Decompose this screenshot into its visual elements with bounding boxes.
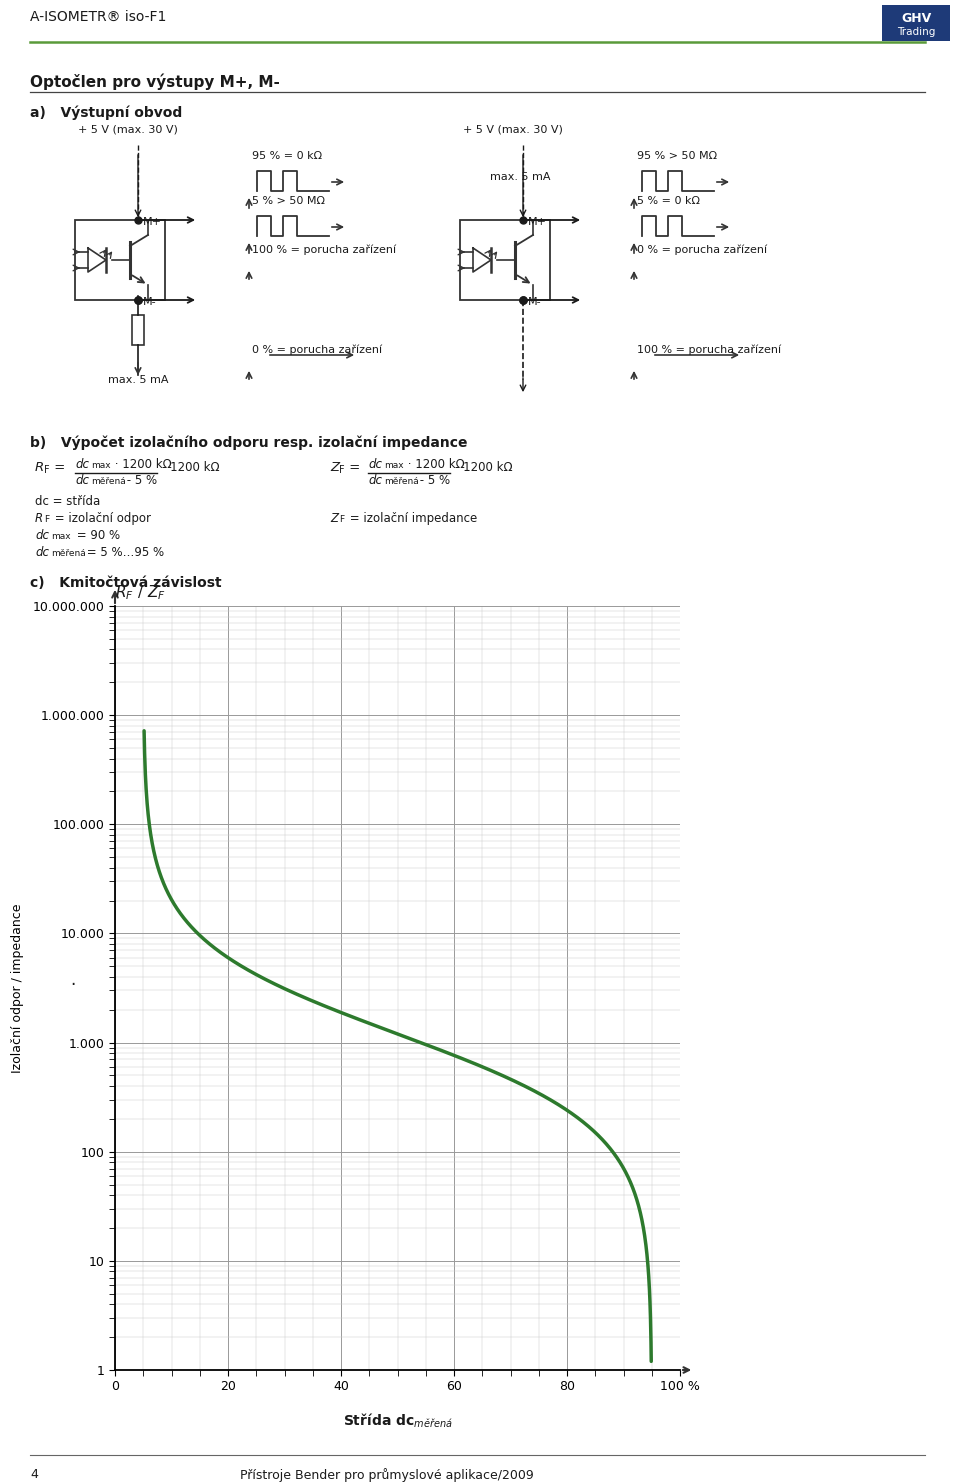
Text: =: = xyxy=(50,461,65,474)
Text: měřená: měřená xyxy=(51,548,85,559)
Text: Z: Z xyxy=(330,511,338,525)
Text: 0 % = porucha zařízení: 0 % = porucha zařízení xyxy=(252,344,382,356)
Text: R: R xyxy=(35,461,44,474)
Text: 0 % = porucha zařízení: 0 % = porucha zařízení xyxy=(637,245,767,255)
Text: 5 % > 50 MΩ: 5 % > 50 MΩ xyxy=(252,196,325,206)
Text: F: F xyxy=(44,516,49,525)
Bar xyxy=(132,316,144,345)
Text: =: = xyxy=(345,461,360,474)
Text: dc: dc xyxy=(75,458,89,471)
Bar xyxy=(882,4,950,41)
Bar xyxy=(460,219,550,299)
Text: - 1200 kΩ: - 1200 kΩ xyxy=(455,461,513,474)
Text: dc: dc xyxy=(35,545,49,559)
Text: max: max xyxy=(91,461,110,470)
Text: 100 % = porucha zařízení: 100 % = porucha zařízení xyxy=(252,245,396,255)
Text: ·: · xyxy=(70,977,75,994)
Text: - 1200 kΩ: - 1200 kΩ xyxy=(162,461,220,474)
Text: dc: dc xyxy=(368,458,382,471)
Text: - 5 %: - 5 % xyxy=(123,474,157,488)
Text: dc: dc xyxy=(35,529,49,542)
Text: 100 % = porucha zařízení: 100 % = porucha zařízení xyxy=(637,344,781,356)
Text: dc: dc xyxy=(368,474,382,488)
Text: max: max xyxy=(384,461,403,470)
Text: 95 % = 0 kΩ: 95 % = 0 kΩ xyxy=(252,151,323,162)
Text: = 90 %: = 90 % xyxy=(73,529,120,542)
Bar xyxy=(75,219,165,299)
Text: b)   Výpočet izolačního odporu resp. izolační impedance: b) Výpočet izolačního odporu resp. izola… xyxy=(30,436,468,449)
Text: · 1200 kΩ: · 1200 kΩ xyxy=(111,458,172,471)
Text: Optočlen pro výstupy M+, M-: Optočlen pro výstupy M+, M- xyxy=(30,73,280,89)
Text: M-: M- xyxy=(528,296,541,307)
Y-axis label: Izolační odpor / impedance: Izolační odpor / impedance xyxy=(12,903,24,1073)
Text: dc = střída: dc = střída xyxy=(35,495,100,508)
Text: Z: Z xyxy=(330,461,339,474)
Text: 4: 4 xyxy=(30,1469,37,1481)
Text: Přístroje Bender pro průmyslové aplikace/2009: Přístroje Bender pro průmyslové aplikace… xyxy=(240,1469,534,1482)
Text: a)   Výstupní obvod: a) Výstupní obvod xyxy=(30,107,182,120)
Text: F: F xyxy=(339,516,344,525)
Text: Trading: Trading xyxy=(897,27,935,37)
Text: · 1200 kΩ: · 1200 kΩ xyxy=(404,458,465,471)
Text: $R_F\ /\ Z_F$: $R_F\ /\ Z_F$ xyxy=(115,584,166,602)
Text: A-ISOMETR® iso-F1: A-ISOMETR® iso-F1 xyxy=(30,10,166,24)
Text: GHV: GHV xyxy=(900,12,931,25)
Text: 5 % = 0 kΩ: 5 % = 0 kΩ xyxy=(637,196,700,206)
Text: + 5 V (max. 30 V): + 5 V (max. 30 V) xyxy=(463,124,563,135)
Text: - 5 %: - 5 % xyxy=(416,474,450,488)
Text: c)   Kmitočtová závislost: c) Kmitočtová závislost xyxy=(30,576,222,590)
Text: R: R xyxy=(35,511,43,525)
Text: = izolační odpor: = izolační odpor xyxy=(51,511,151,525)
Text: dc: dc xyxy=(75,474,89,488)
Text: + 5 V (max. 30 V): + 5 V (max. 30 V) xyxy=(78,124,178,135)
Text: F: F xyxy=(339,465,345,476)
Text: měřená: měřená xyxy=(384,477,419,486)
Text: M-: M- xyxy=(143,296,156,307)
Text: M+: M+ xyxy=(528,216,547,227)
Text: max. 5 mA: max. 5 mA xyxy=(490,172,550,182)
Text: Střída dc$_{měřená}$: Střída dc$_{měřená}$ xyxy=(343,1411,452,1430)
Text: max: max xyxy=(51,532,71,541)
Text: 95 % > 50 MΩ: 95 % > 50 MΩ xyxy=(637,151,717,162)
Text: M+: M+ xyxy=(143,216,162,227)
Text: měřená: měřená xyxy=(91,477,126,486)
Text: F: F xyxy=(44,465,50,476)
Text: = 5 %…95 %: = 5 %…95 % xyxy=(83,545,164,559)
Text: = izolační impedance: = izolační impedance xyxy=(346,511,477,525)
Text: max. 5 mA: max. 5 mA xyxy=(108,375,169,385)
